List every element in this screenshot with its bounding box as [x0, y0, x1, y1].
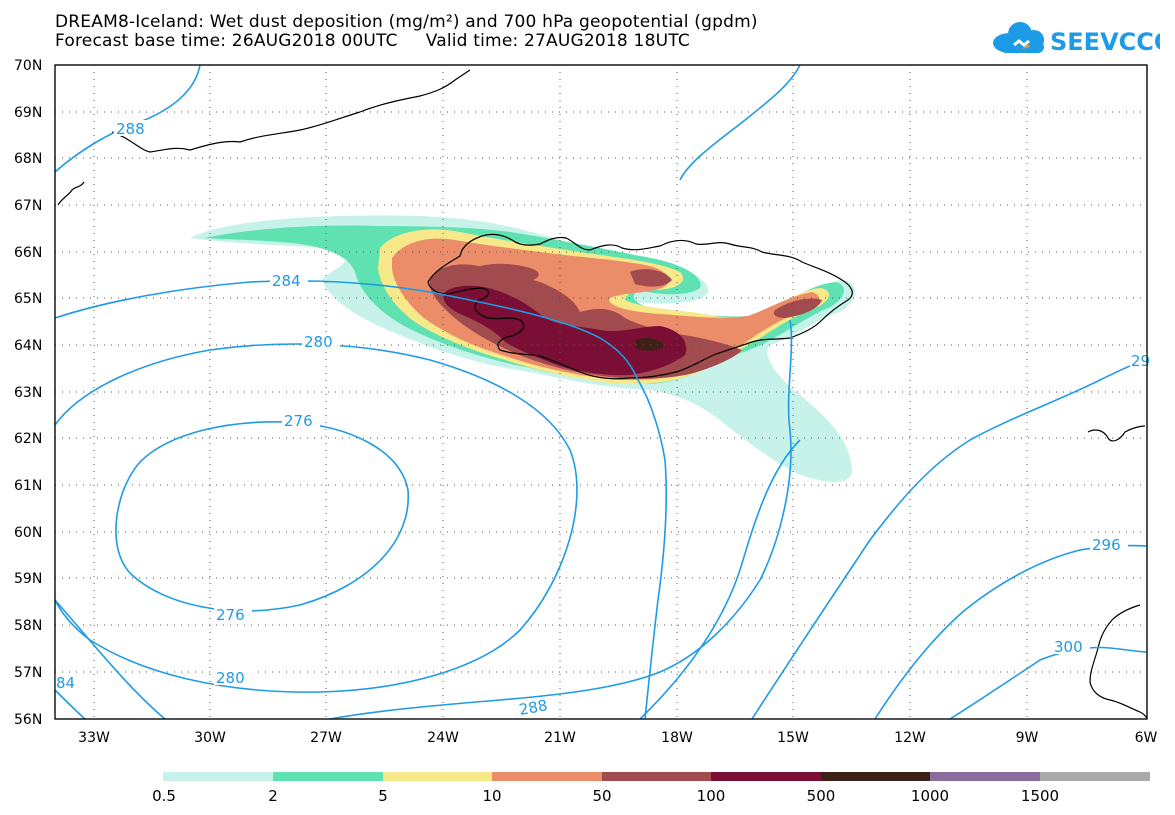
lat-label: 61N — [14, 478, 42, 494]
coastlines — [57, 69, 1148, 720]
logo-text: SEEVCCC — [1050, 28, 1160, 56]
lat-label: 66N — [14, 245, 42, 261]
legend-swatch — [1040, 772, 1150, 781]
legend-label: 50 — [592, 787, 611, 805]
legend-label: 2 — [268, 787, 278, 805]
dust-band-500 — [636, 338, 664, 351]
lat-label: 69N — [14, 105, 42, 121]
lat-label: 65N — [14, 291, 42, 307]
lat-label: 60N — [14, 525, 42, 541]
legend-label: 0.5 — [152, 787, 176, 805]
legend-swatch — [163, 772, 273, 781]
lon-label: 12W — [894, 730, 926, 746]
lat-label: 64N — [14, 338, 42, 354]
contour-south-left — [54, 599, 166, 720]
faroe-islands — [1087, 425, 1146, 442]
contour-276 — [115, 420, 409, 612]
contour-label-276-top: 276 — [284, 412, 313, 430]
lon-label: 15W — [777, 730, 809, 746]
contour-292 — [639, 439, 801, 720]
lat-label: 67N — [14, 198, 42, 214]
legend-swatch — [492, 772, 602, 781]
map-panel: 288 284 280 276 276 280 288 296 300 84 2… — [14, 58, 1158, 746]
map-subtitle-times: Forecast base time: 26AUG2018 00UTC Vali… — [55, 31, 690, 51]
legend-label: 10 — [482, 787, 501, 805]
legend-swatch — [711, 772, 821, 781]
legend-label: 1500 — [1021, 787, 1059, 805]
contour-label-276-bottom: 276 — [216, 606, 245, 624]
lon-label: 24W — [427, 730, 459, 746]
contour-labels: 288 284 280 276 276 280 288 296 300 84 2… — [55, 120, 1150, 719]
lat-label: 62N — [14, 431, 42, 447]
legend-label: 500 — [807, 787, 836, 805]
lon-label: 27W — [310, 730, 342, 746]
lon-label: 33W — [78, 730, 110, 746]
contour-label-84-left: 84 — [56, 674, 75, 692]
contour-280 — [54, 343, 578, 693]
greenland-coast — [57, 69, 471, 206]
contour-label-29-right: 29 — [1131, 352, 1150, 370]
latitude-labels: 70N 69N 68N 67N 66N 65N 64N 63N 62N 61N … — [14, 58, 42, 728]
contour-label-300: 300 — [1054, 638, 1083, 656]
lat-label: 59N — [14, 571, 42, 587]
seevccc-logo: SEEVCCC — [993, 22, 1160, 56]
lat-label: 63N — [14, 385, 42, 401]
iceland-coast — [427, 233, 853, 380]
legend-swatch — [383, 772, 492, 781]
lon-label: 9W — [1016, 730, 1039, 746]
legend-swatch — [273, 772, 383, 781]
graticule — [55, 65, 1147, 719]
lon-label: 30W — [194, 730, 226, 746]
lon-label: 18W — [661, 730, 693, 746]
legend-swatches — [163, 772, 1150, 781]
lat-label: 57N — [14, 665, 42, 681]
contour-label-280-bottom: 280 — [216, 669, 245, 687]
legend-label: 1000 — [911, 787, 949, 805]
contour-label-296: 296 — [1092, 536, 1121, 554]
longitude-labels: 33W 30W 27W 24W 21W 18W 15W 12W 9W 6W — [78, 730, 1157, 746]
contour-label-288-top: 288 — [116, 120, 145, 138]
legend-labels: 0.5 2 5 10 50 100 500 1000 1500 — [152, 787, 1059, 805]
scotland-coast — [1089, 604, 1148, 720]
lat-label: 68N — [14, 151, 42, 167]
contour-label-280-top: 280 — [304, 333, 333, 351]
legend-label: 100 — [697, 787, 726, 805]
lat-label: 58N — [14, 618, 42, 634]
lon-label: 21W — [544, 730, 576, 746]
legend-swatch — [821, 772, 930, 781]
legend-label: 5 — [378, 787, 388, 805]
legend-swatch — [930, 772, 1040, 781]
geopotential-contours — [54, 64, 1148, 720]
contour-label-288-bottom: 288 — [518, 696, 549, 719]
contour-label-284: 284 — [272, 272, 301, 290]
lon-label: 6W — [1135, 730, 1158, 746]
contour-84-left — [54, 689, 86, 720]
lat-label: 56N — [14, 712, 42, 728]
map-title: DREAM8-Iceland: Wet dust deposition (mg/… — [55, 12, 758, 32]
lat-label: 70N — [14, 58, 42, 74]
legend-swatch — [602, 772, 711, 781]
contour-inner-east — [751, 357, 1148, 720]
contour-284 — [54, 64, 801, 720]
cloud-icon — [993, 22, 1044, 53]
